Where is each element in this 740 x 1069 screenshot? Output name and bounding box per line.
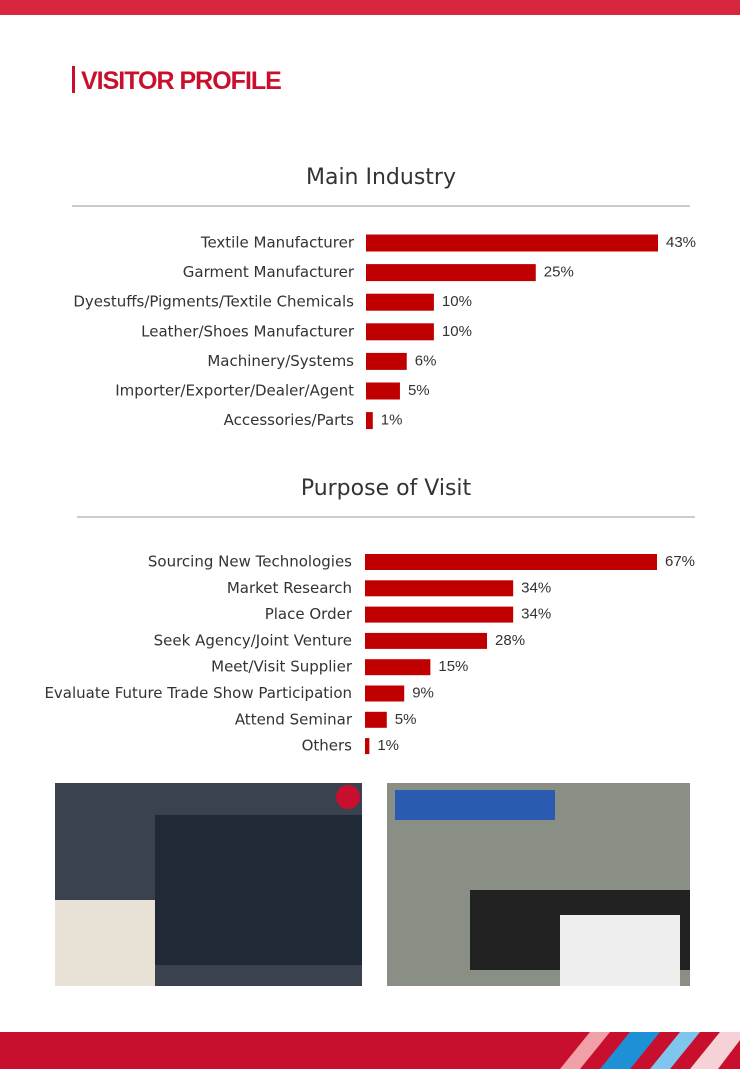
value-label: 15%: [438, 658, 468, 675]
category-label: Importer/Exporter/Dealer/Agent: [115, 382, 354, 400]
category-label: Accessories/Parts: [224, 411, 355, 429]
value-label: 34%: [521, 579, 551, 596]
category-label: Market Research: [227, 579, 352, 597]
bar: [365, 580, 514, 597]
category-label: Place Order: [265, 605, 353, 623]
category-label: Textile Manufacturer: [200, 234, 355, 252]
bar: [365, 632, 488, 649]
bar: [365, 711, 387, 728]
bar: [366, 293, 434, 311]
value-label: 10%: [442, 293, 472, 310]
title-marker: [72, 66, 75, 93]
value-label: 5%: [395, 711, 417, 728]
chart-title: Purpose of Visit: [301, 476, 472, 501]
category-label: Attend Seminar: [235, 710, 353, 728]
bar: [365, 685, 405, 702]
top-band: [0, 0, 740, 15]
page-title: VISITOR PROFILE: [81, 67, 281, 95]
category-label: Dyestuffs/Pigments/Textile Chemicals: [73, 293, 354, 311]
category-label: Garment Manufacturer: [183, 263, 355, 281]
value-label: 1%: [381, 412, 403, 429]
category-label: Seek Agency/Joint Venture: [154, 631, 352, 649]
value-label: 5%: [408, 382, 430, 399]
value-label: 6%: [415, 352, 437, 369]
value-label: 9%: [412, 684, 434, 701]
value-label: 43%: [666, 234, 696, 251]
category-label: Meet/Visit Supplier: [211, 658, 353, 676]
category-label: Leather/Shoes Manufacturer: [141, 322, 355, 340]
bar: [366, 352, 407, 370]
bar: [366, 382, 400, 400]
value-label: 67%: [665, 553, 695, 570]
category-label: Machinery/Systems: [207, 352, 354, 370]
bar: [366, 234, 658, 252]
bar: [365, 659, 431, 676]
category-label: Others: [302, 737, 353, 755]
value-label: 25%: [544, 264, 574, 281]
value-label: 34%: [521, 606, 551, 623]
bar: [365, 606, 514, 623]
value-label: 1%: [377, 737, 399, 754]
value-label: 10%: [442, 323, 472, 340]
bottom-band: [0, 1032, 740, 1069]
photo-left: [55, 783, 362, 986]
bar: [366, 412, 373, 430]
chart-title: Main Industry: [306, 165, 456, 190]
bar: [365, 554, 657, 570]
value-label: 28%: [495, 632, 525, 649]
bar: [366, 323, 434, 341]
category-label: Evaluate Future Trade Show Participation: [44, 684, 352, 702]
bar: [366, 264, 536, 282]
bar: [365, 738, 370, 755]
photo-right: [387, 783, 690, 986]
category-label: Sourcing New Technologies: [148, 553, 352, 571]
